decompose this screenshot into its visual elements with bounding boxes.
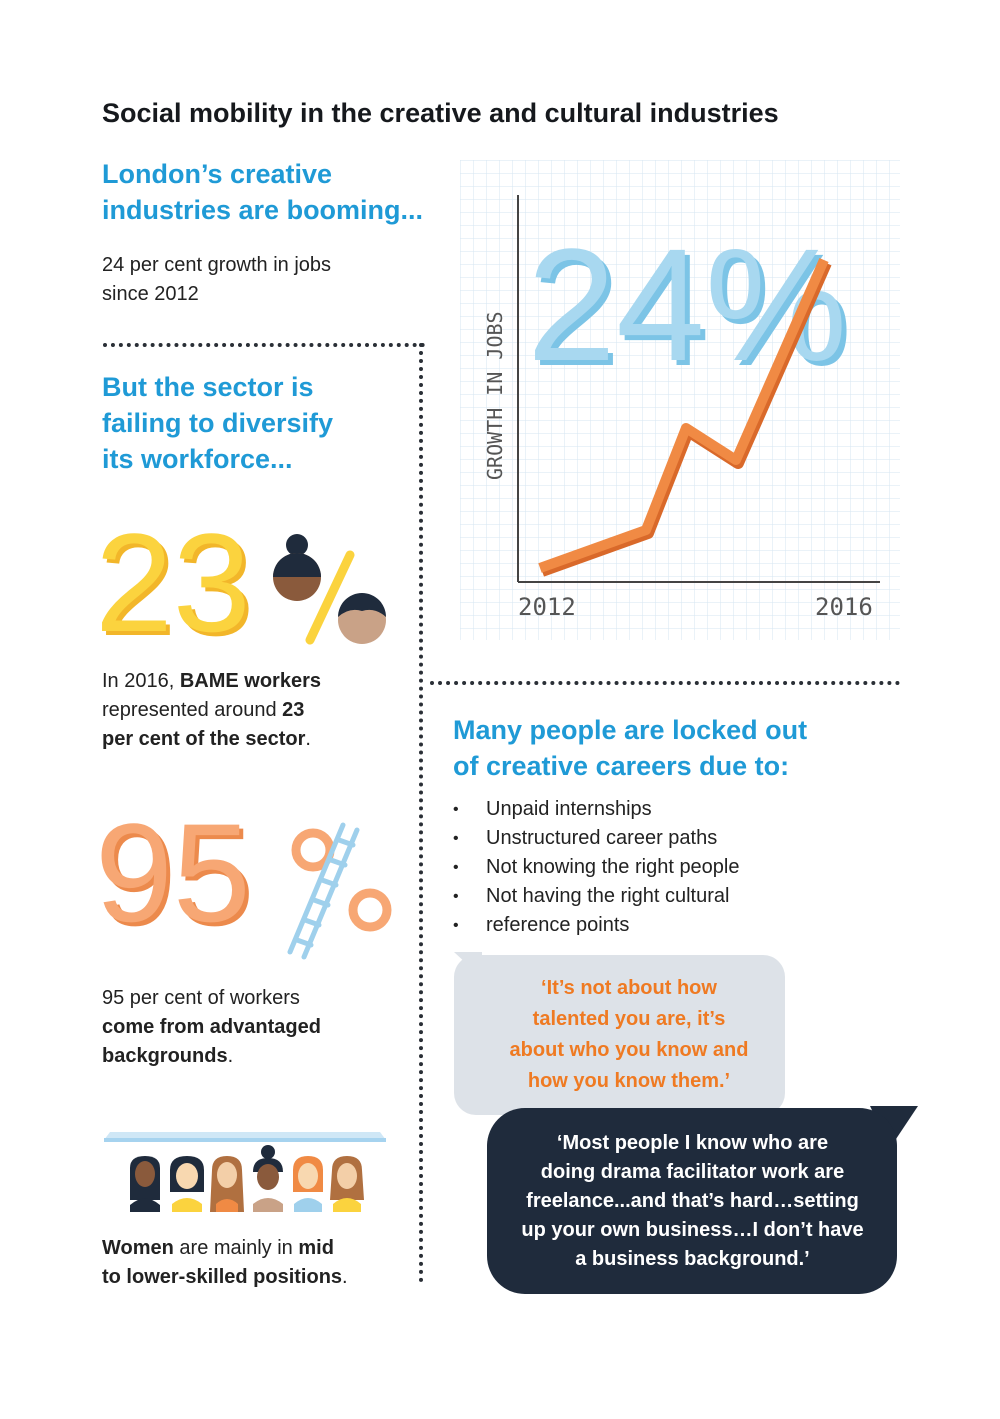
quote2-text: ‘Most people I know who are doing drama … (495, 1129, 890, 1274)
advantaged-text-bold2: backgrounds (102, 1045, 228, 1067)
woman-icon-3 (210, 1156, 244, 1212)
diversify-heading-line2: failing to diversify (102, 408, 334, 438)
woman-icon-5 (293, 1156, 323, 1212)
women-text: Women are mainly in mid to lower-skilled… (102, 1234, 402, 1292)
barriers-list: Unpaid internships Unstructured career p… (453, 795, 893, 940)
divider-right (430, 681, 900, 685)
diversify-heading: But the sector is failing to diversify i… (102, 369, 333, 477)
growth-big-label: 24% (527, 215, 847, 394)
booming-heading-line1: London’s creative (102, 159, 333, 189)
quote2-line5: a business background.’ (575, 1248, 810, 1270)
percent-circle-bottom (348, 888, 392, 932)
divider-top-left (103, 343, 425, 347)
quote1-bubble (454, 955, 785, 1115)
quote2-line1: ‘Most people I know who are (556, 1132, 829, 1154)
list-item-continuation-text: reference points (486, 914, 630, 936)
women-text-bold3: to lower-skilled positions (102, 1266, 343, 1288)
bame-text-prefix: In 2016, (102, 670, 180, 692)
x-label-end: 2016 (815, 593, 873, 621)
growth-chart: 24% 24% GROWTH IN JOBS 2012 2016 (460, 160, 900, 640)
women-text-bold1: Women (102, 1237, 174, 1259)
divider-vertical (419, 343, 423, 1283)
booming-heading: London’s creative industries are booming… (102, 156, 423, 228)
advantaged-big-number: 95 (95, 810, 251, 951)
advantaged-text-end: . (227, 1045, 234, 1067)
diversify-heading-line1: But the sector is (102, 372, 314, 402)
quote1-line1: ‘It’s not about how (541, 977, 717, 999)
bame-stat-graphic: 23 23 (95, 515, 386, 650)
diversify-heading-line3: its workforce... (102, 444, 293, 474)
person-icon-dark (273, 534, 321, 601)
locked-out-heading: Many people are locked out of creative c… (453, 712, 807, 784)
women-text-mid: are mainly in (173, 1237, 299, 1259)
women-text-end: . (342, 1266, 348, 1288)
bame-text: In 2016, BAME workers represented around… (102, 667, 402, 754)
growth-line (538, 257, 829, 573)
bame-text-bold2: 23 (282, 699, 305, 721)
quote2-bubble (487, 1108, 897, 1294)
bame-text-bold1: BAME workers (179, 670, 321, 692)
quote1-line2: talented you are, it’s (532, 1008, 726, 1030)
woman-icon-1 (130, 1156, 160, 1212)
advantaged-big-number-shadow: 95 (99, 810, 255, 955)
booming-heading-line2: industries are booming... (102, 195, 424, 225)
percent-slash (305, 550, 355, 645)
advantaged-text-bold1: come from advantaged (102, 1016, 321, 1038)
woman-icon-4 (253, 1145, 283, 1212)
quote2-line2: doing drama facilitator work are (540, 1161, 845, 1183)
women-graphic (104, 1132, 386, 1212)
glass-ceiling-icon (104, 1132, 386, 1142)
x-label-start: 2012 (518, 593, 576, 621)
list-item-continuation: reference points (453, 911, 893, 940)
person-icon-light (338, 593, 386, 644)
woman-icon-2 (170, 1156, 204, 1212)
list-item: Not having the right cultural (453, 882, 893, 911)
graph-paper-background (460, 160, 900, 640)
quote1-line3: about who you know and (509, 1039, 749, 1061)
ladder-icon (287, 822, 360, 960)
quote2-line3: freelance...and that’s hard…setting (526, 1190, 859, 1212)
y-axis-label: GROWTH IN JOBS (483, 311, 507, 480)
quote2-line4: up your own business…I don’t have (521, 1219, 864, 1241)
advantaged-text-line1: 95 per cent of workers (102, 987, 300, 1009)
bame-big-number: 23 (95, 515, 251, 650)
woman-icon-6 (330, 1156, 364, 1212)
list-item: Unstructured career paths (453, 824, 893, 853)
bame-text-mid: represented around (102, 699, 283, 721)
bame-text-end: . (305, 728, 311, 750)
bame-text-bold3: per cent of the sector (102, 728, 306, 750)
advantaged-stat-graphic: 95 95 (95, 810, 392, 960)
growth-text-line1: 24 per cent growth in jobs (102, 254, 332, 276)
growth-text-line2: since 2012 (102, 283, 199, 305)
growth-text: 24 per cent growth in jobs since 2012 (102, 251, 331, 309)
list-item: Not knowing the right people (453, 853, 893, 882)
quote1-line4: how you know them.’ (527, 1070, 731, 1092)
quote1-text: ‘It’s not about how talented you are, it… (474, 973, 784, 1097)
locked-out-heading-line2: of creative careers due to: (453, 751, 790, 781)
women-text-bold2: mid (298, 1237, 334, 1259)
bame-big-number-shadow: 23 (99, 515, 255, 650)
locked-out-heading-line1: Many people are locked out (453, 715, 808, 745)
list-item: Unpaid internships (453, 795, 893, 824)
advantaged-text: 95 per cent of workers come from advanta… (102, 984, 402, 1071)
page-title: Social mobility in the creative and cult… (102, 98, 779, 128)
